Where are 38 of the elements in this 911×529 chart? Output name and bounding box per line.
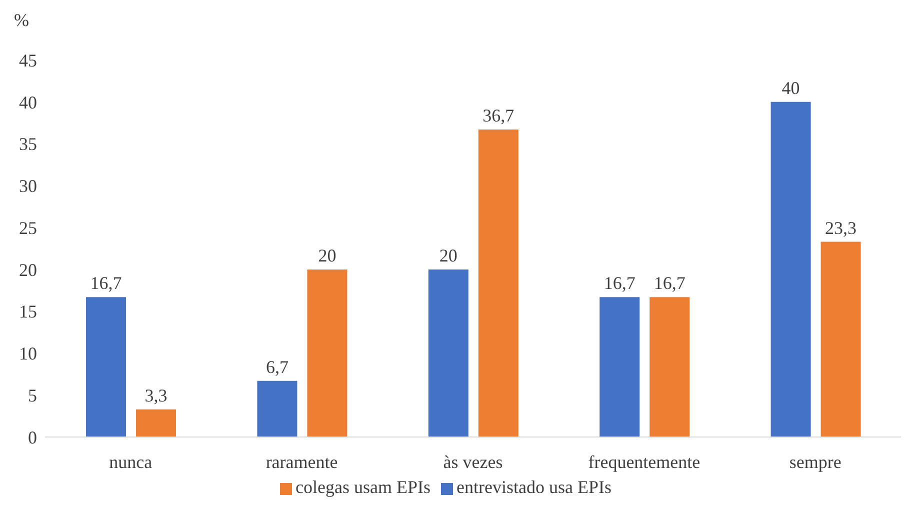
y-tick-label: 30 (19, 176, 37, 196)
data-label: 6,7 (266, 356, 288, 377)
data-label: 20 (318, 245, 336, 266)
data-label: 16,7 (90, 273, 122, 294)
legend-label: entrevistado usa EPIs (456, 477, 612, 497)
x-tick-label: às vezes (443, 452, 503, 472)
y-tick-label: 5 (28, 386, 37, 406)
y-tick-label: 0 (28, 427, 37, 448)
x-tick-label: nunca (109, 452, 152, 472)
bar (650, 297, 690, 437)
x-tick-label: raramente (266, 452, 338, 472)
y-tick-label: 10 (19, 344, 37, 364)
bar (478, 130, 518, 437)
bar (428, 269, 468, 437)
y-tick-label: 20 (19, 260, 37, 280)
y-axis-title: % (14, 10, 29, 31)
x-tick-label: sempre (789, 452, 842, 472)
data-label: 36,7 (482, 106, 514, 126)
data-label: 40 (782, 78, 800, 98)
y-tick-label: 45 (19, 50, 37, 70)
data-label: 23,3 (825, 218, 857, 238)
bar (86, 297, 126, 437)
bar (770, 102, 811, 437)
y-tick-label: 40 (19, 92, 37, 112)
y-tick-label: 25 (19, 218, 37, 238)
bar (257, 380, 298, 437)
data-label: 16,7 (604, 273, 636, 294)
data-label: 16,7 (654, 273, 686, 294)
y-tick-label: 35 (19, 134, 37, 154)
bar (307, 269, 348, 437)
x-tick-label: frequentemente (588, 452, 700, 472)
data-label: 3,3 (144, 385, 168, 406)
legend-label: colegas usam EPIs (296, 477, 430, 497)
bar (820, 242, 861, 437)
data-label: 20 (439, 245, 458, 266)
bar (600, 297, 640, 437)
bar (136, 409, 176, 437)
y-tick-label: 15 (19, 302, 37, 322)
